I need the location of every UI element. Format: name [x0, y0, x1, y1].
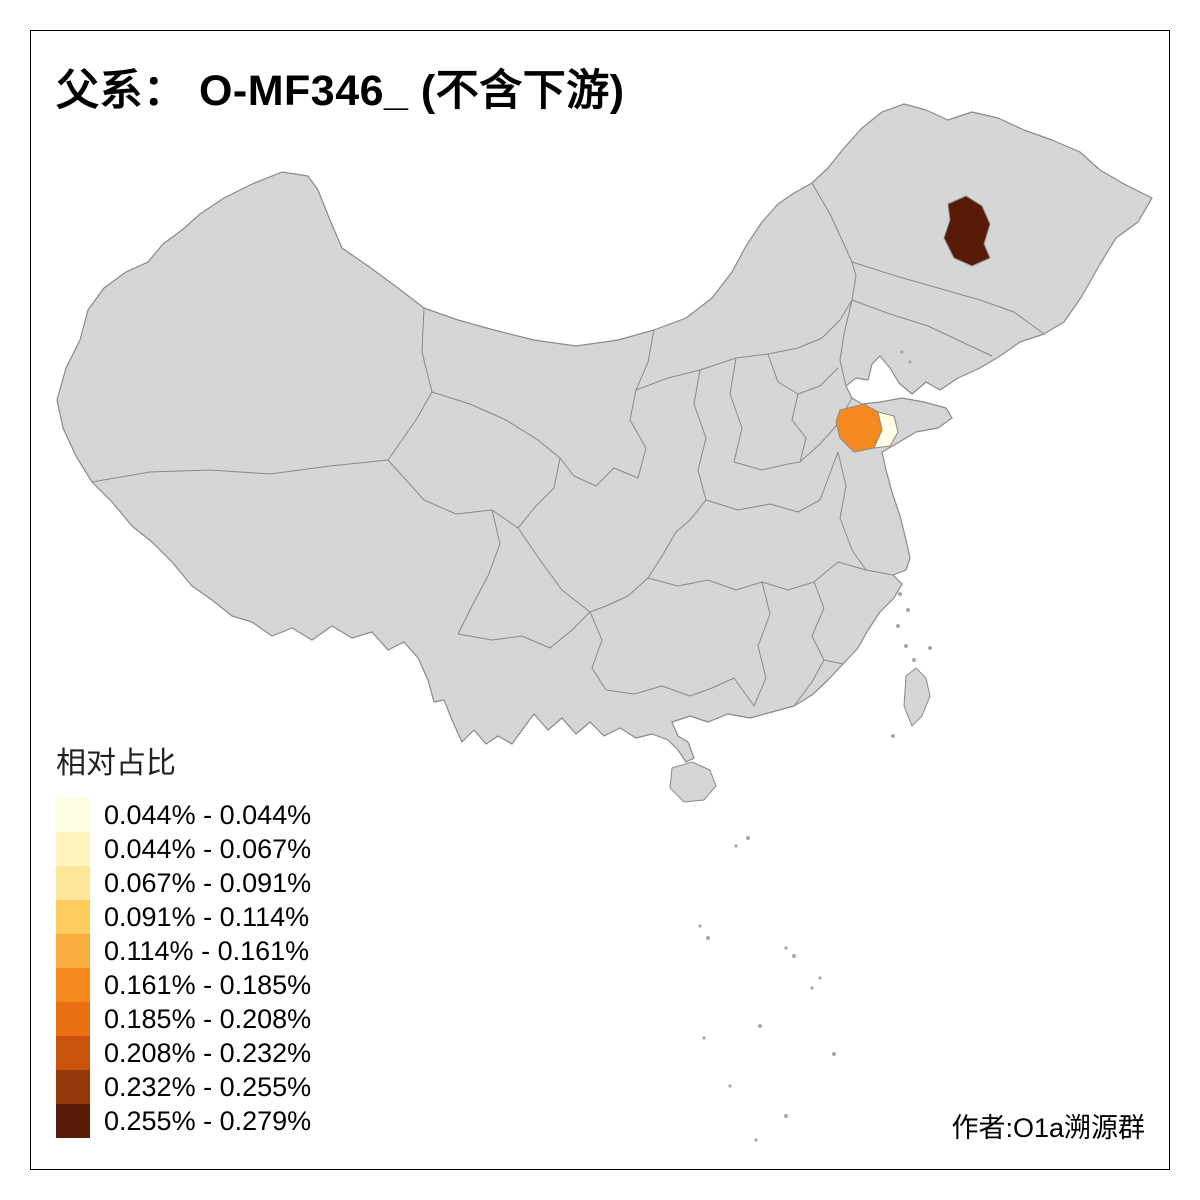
legend-item: 0.208% - 0.232%	[56, 1036, 311, 1070]
legend-swatch	[56, 866, 90, 900]
legend-label: 0.091% - 0.114%	[104, 901, 310, 932]
legend-swatch	[56, 1002, 90, 1036]
islet-dot	[728, 1084, 732, 1088]
legend-title: 相对占比	[56, 747, 176, 780]
islet-dot	[784, 1114, 788, 1118]
legend-label: 0.114% - 0.161%	[104, 935, 310, 966]
legend: 相对占比 0.044% - 0.044% 0.044% - 0.067% 0.067…	[56, 738, 311, 1138]
legend-items: 0.044% - 0.044% 0.044% - 0.067% 0.067% - 0…	[56, 798, 311, 1138]
islet-dot	[891, 734, 895, 738]
legend-label: 0.232% - 0.255%	[104, 1071, 312, 1102]
legend-swatch	[56, 1036, 90, 1070]
legend-item: 0.067% - 0.091%	[56, 866, 311, 900]
south-china-sea-islets	[698, 350, 932, 1142]
legend-label: 0.185% - 0.208%	[104, 1003, 312, 1034]
legend-item: 0.114% - 0.161%	[56, 934, 311, 968]
taiwan-island	[903, 667, 931, 727]
province-borders	[91, 182, 1045, 707]
islet-dot	[904, 644, 908, 648]
islet-dot	[754, 1138, 758, 1142]
legend-label: 0.044% - 0.044%	[104, 799, 312, 830]
islet-dot	[906, 608, 910, 612]
islet-dot	[758, 1024, 762, 1028]
highlight-northeast-region	[943, 195, 991, 267]
legend-swatch	[56, 1070, 90, 1104]
islet-dot	[792, 954, 796, 958]
legend-label: 0.208% - 0.232%	[104, 1037, 312, 1068]
islet-dot	[702, 1036, 706, 1040]
legend-swatch	[56, 900, 90, 934]
legend-label: 0.161% - 0.185%	[104, 969, 312, 1000]
islet-dot	[928, 646, 932, 650]
legend-item: 0.044% - 0.067%	[56, 832, 311, 866]
legend-item: 0.232% - 0.255%	[56, 1070, 311, 1104]
legend-swatch	[56, 1104, 90, 1138]
islet-dot	[896, 624, 900, 628]
hainan-island	[669, 761, 717, 803]
islet-dot	[832, 1052, 836, 1056]
author-credit: 作者:O1a溯源群	[951, 1113, 1145, 1143]
islet-dot	[698, 924, 702, 928]
legend-swatch	[56, 832, 90, 866]
islet-dot	[818, 976, 822, 980]
legend-label: 0.255% - 0.279%	[104, 1105, 312, 1136]
highlight-jiangsu-coastal-region	[873, 411, 899, 449]
legend-item: 0.161% - 0.185%	[56, 968, 311, 1002]
islet-dot	[898, 592, 902, 596]
legend-swatch	[56, 968, 90, 1002]
islet-dot	[784, 946, 788, 950]
islet-dot	[912, 658, 916, 662]
islet-dot	[810, 986, 814, 990]
legend-item: 0.091% - 0.114%	[56, 900, 311, 934]
china-mainland	[56, 103, 1153, 763]
legend-label: 0.044% - 0.067%	[104, 833, 312, 864]
islet-dot	[746, 836, 750, 840]
islet-dot	[908, 360, 912, 364]
legend-swatch	[56, 798, 90, 832]
islet-dot	[706, 936, 710, 940]
legend-label: 0.067% - 0.091%	[104, 867, 312, 898]
legend-item: 0.255% - 0.279%	[56, 1104, 311, 1138]
islet-dot	[734, 844, 738, 848]
legend-item: 0.044% - 0.044%	[56, 798, 311, 832]
islet-dot	[900, 350, 904, 354]
map-title: 父系： O-MF346_ (不含下游)	[56, 67, 625, 115]
legend-item: 0.185% - 0.208%	[56, 1002, 311, 1036]
legend-swatch	[56, 934, 90, 968]
